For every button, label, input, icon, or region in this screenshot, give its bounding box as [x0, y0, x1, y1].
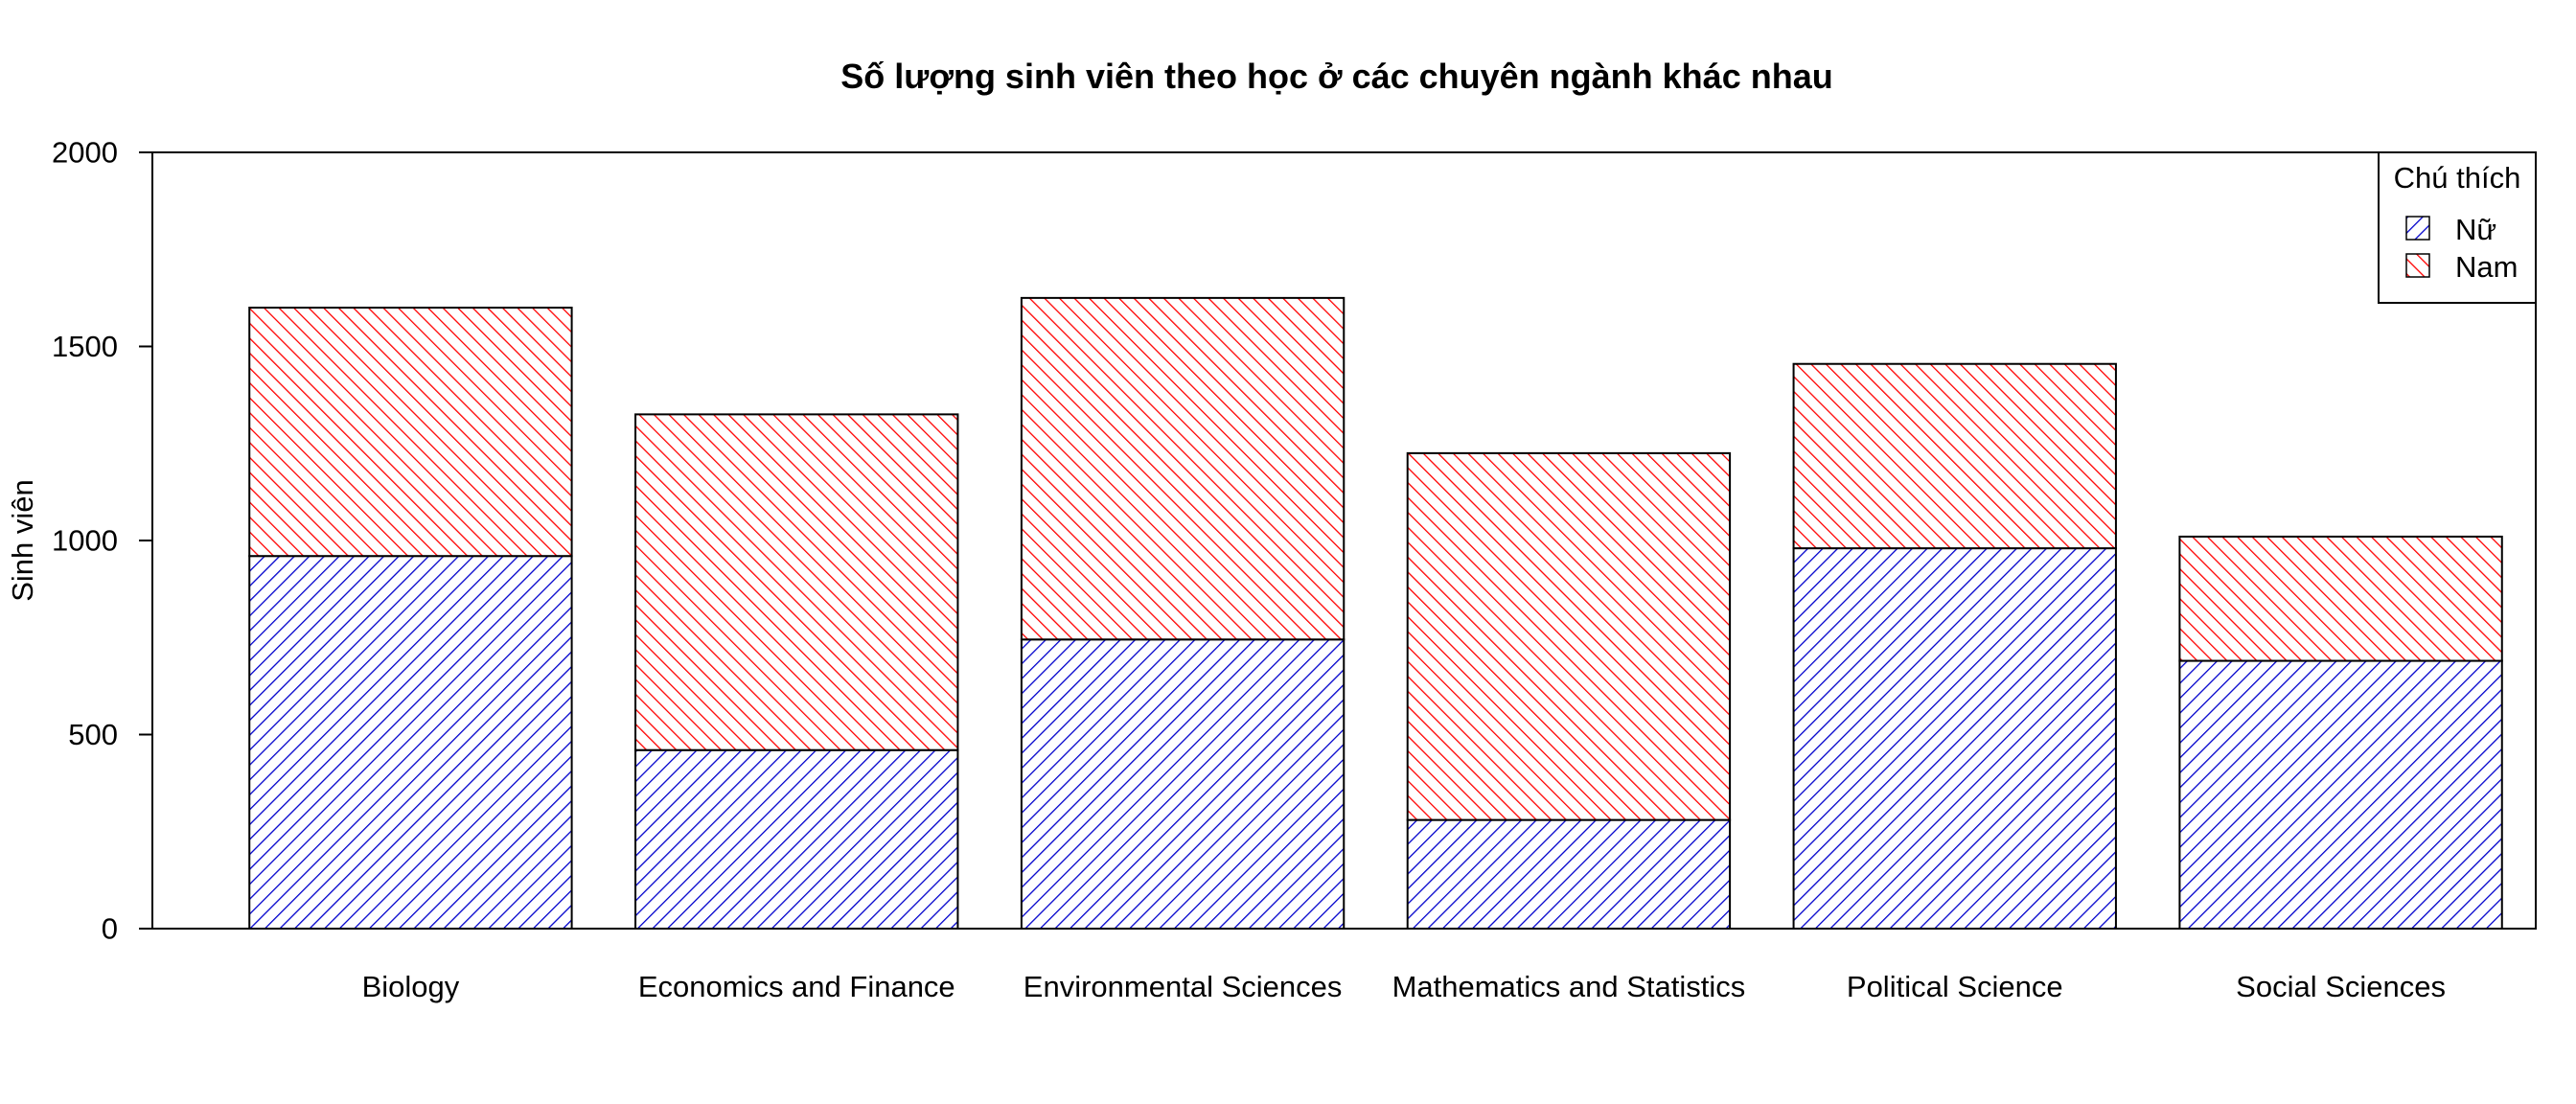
x-category-label: Biology [362, 970, 460, 1003]
legend-box [2378, 151, 2537, 304]
legend-label-nu: Nữ [2455, 213, 2496, 246]
legend-label-nam: Nam [2455, 250, 2518, 284]
bar-nu-1 [634, 748, 959, 931]
y-tick-label: 500 [68, 718, 118, 751]
y-axis: 0 500 1000 1500 2000 [52, 136, 152, 946]
y-axis-label: Sinh viên [6, 479, 39, 602]
legend-swatch-nam [2405, 253, 2430, 278]
bar-nu-2 [1020, 638, 1346, 931]
bar-nu-3 [1406, 818, 1732, 930]
x-category-label: Environmental Sciences [1024, 970, 1343, 1003]
bar-nu-5 [2178, 659, 2503, 930]
bar-nu-0 [248, 555, 573, 930]
y-tick-label: 1500 [52, 330, 118, 363]
legend: Chú thích Nữ Nam [2378, 151, 2537, 304]
legend-title: Chú thích [2394, 161, 2521, 195]
x-category-label: Mathematics and Statistics [1392, 970, 1746, 1003]
y-tick-label: 2000 [52, 136, 118, 170]
x-category-label: Political Science [1847, 970, 2063, 1003]
bar-nam-3 [1406, 451, 1732, 821]
y-tick-label: 0 [102, 912, 118, 946]
category-labels: Biology Economics and Finance Environmenta… [362, 970, 2446, 1003]
bar-nam-1 [634, 413, 959, 751]
x-category-label: Social Sciences [2236, 970, 2446, 1003]
y-tick-label: 1000 [52, 524, 118, 558]
bar-nam-0 [248, 307, 573, 558]
bar-group [248, 296, 2503, 931]
legend-swatch-nu [2405, 216, 2430, 241]
bar-nam-4 [1792, 362, 2117, 550]
chart-title: Số lượng sinh viên theo học ở các chuyên… [840, 57, 1832, 96]
bar-nu-4 [1792, 547, 2117, 930]
bar-nam-5 [2178, 535, 2503, 662]
x-category-label: Economics and Finance [638, 970, 955, 1003]
bar-nam-2 [1020, 296, 1346, 641]
